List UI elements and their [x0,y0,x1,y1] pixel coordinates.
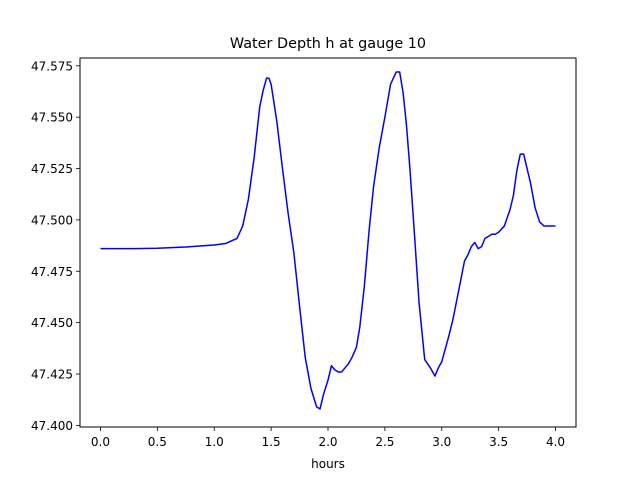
x-axis-ticks: 0.0 0.5 1.0 1.5 2.0 2.5 3.0 3.5 4.0 [91,427,565,449]
chart-title: Water Depth h at gauge 10 [230,36,426,52]
y-tick-label: 47.450 [31,316,73,330]
y-tick-label: 47.575 [31,59,73,73]
x-tick-label: 4.0 [546,435,565,449]
x-tick-label: 1.0 [205,435,224,449]
x-tick-label: 2.5 [375,435,394,449]
y-tick-label: 47.500 [31,213,73,227]
x-tick-label: 1.5 [262,435,281,449]
x-axis-label: hours [311,457,345,471]
x-tick-label: 0.5 [148,435,167,449]
series-line-water-depth [100,71,556,410]
y-tick-label: 47.425 [31,367,73,381]
y-axis-ticks: 47.400 47.425 47.450 47.475 47.500 47.525 47.5… [31,59,80,433]
y-tick-label: 47.475 [31,265,73,279]
y-tick-label: 47.400 [31,419,73,433]
x-tick-label: 0.0 [91,435,110,449]
x-tick-label: 3.0 [432,435,451,449]
y-tick-label: 47.550 [31,111,73,125]
y-tick-label: 47.525 [31,162,73,176]
plot-area [100,71,556,410]
x-tick-label: 3.5 [489,435,508,449]
x-tick-label: 2.0 [318,435,337,449]
